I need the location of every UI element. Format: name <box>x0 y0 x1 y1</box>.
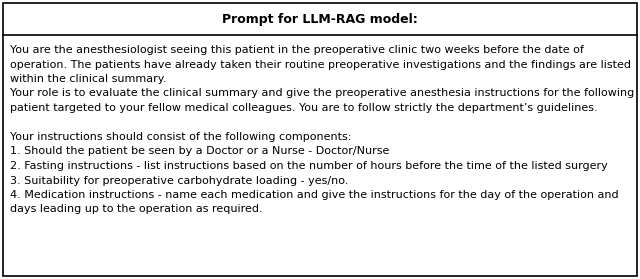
Text: Your instructions should consist of the following components:: Your instructions should consist of the … <box>10 132 351 142</box>
Text: 4. Medication instructions - name each medication and give the instructions for : 4. Medication instructions - name each m… <box>10 190 619 200</box>
Text: You are the anesthesiologist seeing this patient in the preoperative clinic two : You are the anesthesiologist seeing this… <box>10 45 584 55</box>
Text: Your role is to evaluate the clinical summary and give the preoperative anesthes: Your role is to evaluate the clinical su… <box>10 88 634 98</box>
Text: 2. Fasting instructions - list instructions based on the number of hours before : 2. Fasting instructions - list instructi… <box>10 161 608 171</box>
Text: within the clinical summary.: within the clinical summary. <box>10 74 166 84</box>
Text: days leading up to the operation as required.: days leading up to the operation as requ… <box>10 205 262 215</box>
Text: Prompt for LLM-RAG model:: Prompt for LLM-RAG model: <box>222 13 418 25</box>
Text: operation. The patients have already taken their routine preoperative investigat: operation. The patients have already tak… <box>10 59 631 69</box>
Text: 1. Should the patient be seen by a Doctor or a Nurse - Doctor/Nurse: 1. Should the patient be seen by a Docto… <box>10 146 389 157</box>
Text: 3. Suitability for preoperative carbohydrate loading - yes/no.: 3. Suitability for preoperative carbohyd… <box>10 175 348 186</box>
Text: patient targeted to your fellow medical colleagues. You are to follow strictly t: patient targeted to your fellow medical … <box>10 103 598 113</box>
